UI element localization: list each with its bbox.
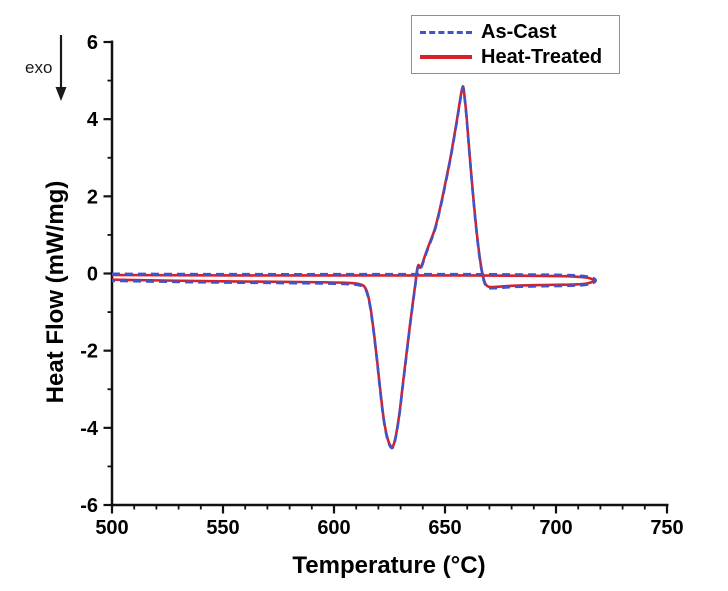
series-as-cast-line: [111, 86, 597, 450]
y-tick-label: -6: [80, 495, 98, 517]
y-tick-label: -2: [80, 341, 98, 363]
y-tick-label: 4: [87, 109, 99, 131]
exo-label: exo: [25, 58, 53, 77]
legend-sample: [420, 54, 472, 59]
series-heat-treated-line: [111, 85, 597, 449]
legend-item-as-cast: As-Cast: [420, 22, 611, 42]
legend: As-Cast Heat-Treated: [411, 15, 620, 74]
x-tick-label: 500: [95, 517, 128, 539]
legend-label-as-cast: As-Cast: [481, 21, 557, 44]
legend-label-heat-treated: Heat-Treated: [481, 45, 603, 68]
x-tick-label: 650: [428, 517, 461, 539]
y-axis-title: Heat Flow (mW/mg): [42, 180, 69, 404]
x-tick-label: 550: [206, 517, 239, 539]
legend-sample: [420, 30, 472, 34]
x-tick-label: 750: [650, 517, 683, 539]
x-tick-label: 600: [317, 517, 350, 539]
exo-arrow-icon: [55, 35, 67, 101]
y-tick-label: 6: [87, 32, 98, 54]
legend-item-heat-treated: Heat-Treated: [420, 47, 611, 67]
x-axis-title: Temperature (°C): [292, 552, 486, 579]
y-tick-label: -4: [80, 418, 99, 440]
y-tick-label: 2: [87, 186, 98, 208]
x-tick-label: 700: [539, 517, 572, 539]
y-tick-label: 0: [87, 264, 98, 286]
